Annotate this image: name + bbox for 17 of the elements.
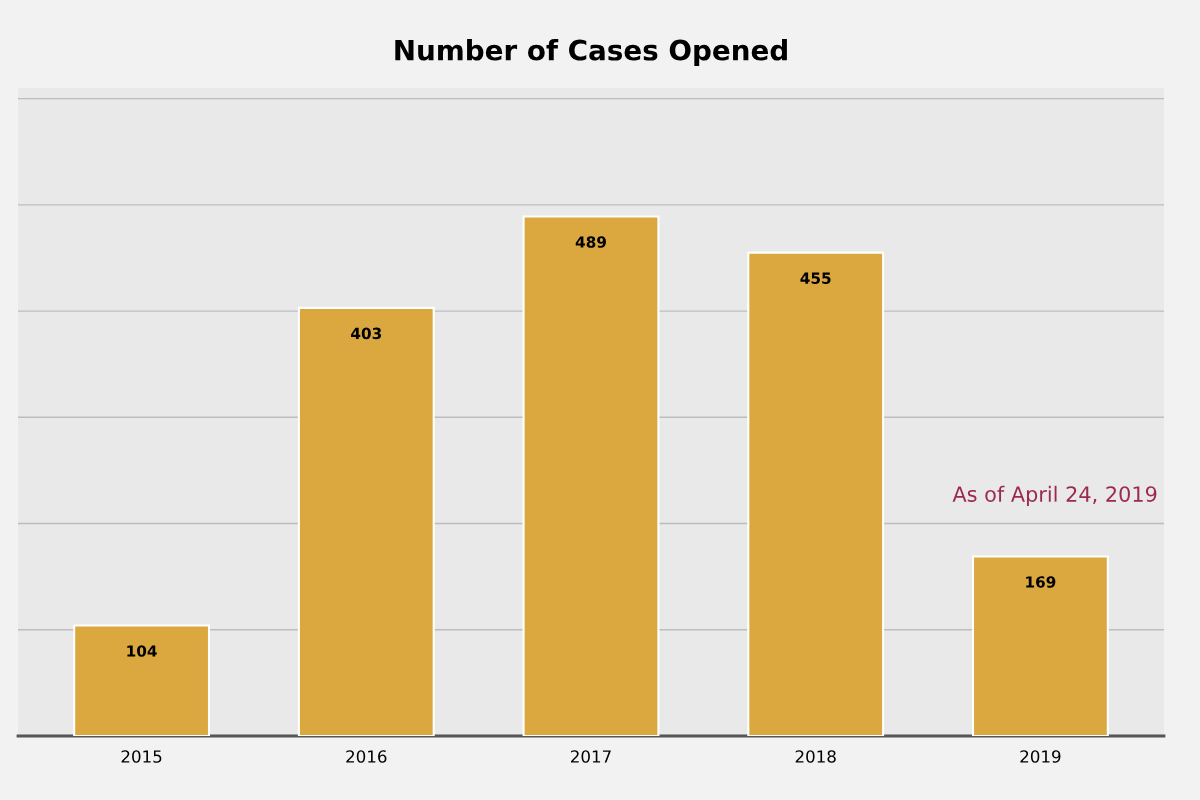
x-tick-label: 2018 xyxy=(795,750,836,763)
x-tick-label: 2019 xyxy=(1020,750,1061,763)
bar xyxy=(522,215,660,736)
bar xyxy=(971,555,1109,736)
chart-title: Number of Cases Opened xyxy=(395,39,787,66)
x-tick-label: 2016 xyxy=(346,750,387,763)
data-label: 489 xyxy=(575,236,606,248)
x-tick-label: 2017 xyxy=(571,750,611,763)
bar xyxy=(297,306,435,736)
data-label: 455 xyxy=(800,272,831,284)
bar xyxy=(73,624,211,736)
bar xyxy=(747,251,885,736)
data-label: 403 xyxy=(351,327,382,340)
x-tick-label: 2015 xyxy=(121,750,162,763)
data-label: 169 xyxy=(1026,576,1056,588)
data-label: 104 xyxy=(127,645,157,657)
annotation: As of April 24, 2019 xyxy=(952,485,1157,506)
